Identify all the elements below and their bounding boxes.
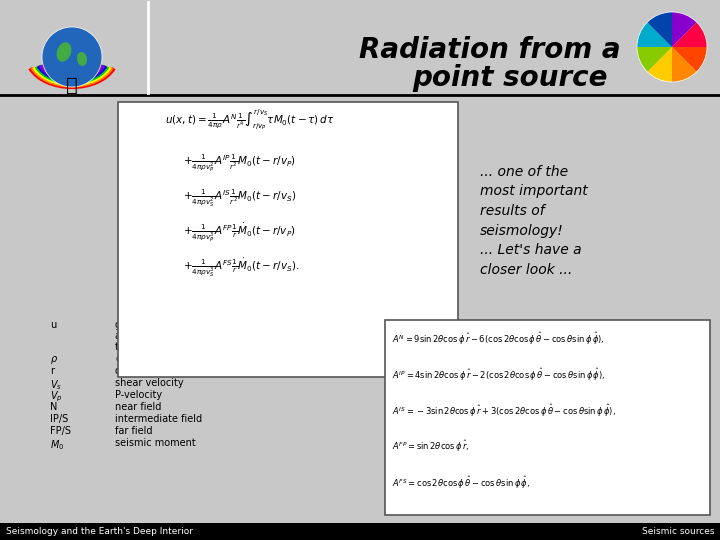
Wedge shape — [637, 22, 672, 47]
Text: Radiation from a: Radiation from a — [359, 36, 621, 64]
Wedge shape — [672, 22, 707, 47]
Text: $V_p$: $V_p$ — [50, 390, 63, 404]
Wedge shape — [672, 12, 697, 47]
Wedge shape — [637, 47, 672, 72]
Ellipse shape — [77, 52, 87, 66]
Text: N: N — [50, 402, 58, 412]
Text: ... one of the
most important
results of
seismology!
... Let's have a
closer loo: ... one of the most important results of… — [480, 165, 588, 276]
Wedge shape — [647, 12, 672, 47]
Text: $V_s$: $V_s$ — [50, 378, 62, 392]
Text: ground displacement as: ground displacement as — [115, 320, 233, 330]
Ellipse shape — [57, 42, 71, 62]
Text: P-velocity: P-velocity — [115, 390, 162, 400]
Text: distance from source: distance from source — [115, 366, 217, 376]
Text: $+ \frac{1}{4\pi\rho v_S^2} A^{IS} \frac{1}{r^2} M_0(t - r/v_S)$: $+ \frac{1}{4\pi\rho v_S^2} A^{IS} \frac… — [183, 187, 297, 209]
Text: Seismic sources: Seismic sources — [642, 527, 714, 536]
Text: IP/S: IP/S — [50, 414, 68, 424]
Wedge shape — [672, 47, 697, 82]
Circle shape — [42, 27, 102, 87]
Text: seismic moment: seismic moment — [115, 438, 196, 448]
Text: a function of space and: a function of space and — [115, 331, 230, 341]
Text: point source: point source — [413, 64, 608, 92]
Text: $M_0$: $M_0$ — [50, 438, 64, 452]
Text: r: r — [50, 366, 54, 376]
Text: $\rho$: $\rho$ — [50, 354, 58, 366]
Text: $+ \frac{1}{4\pi\rho v_P^3} A^{FP} \frac{1}{r} \dot{M}_0(t - r/v_P)$: $+ \frac{1}{4\pi\rho v_P^3} A^{FP} \frac… — [183, 222, 296, 244]
FancyBboxPatch shape — [118, 102, 458, 377]
Text: $A^N = 9\sin 2\theta\cos\phi\,\hat{r} - 6(\cos 2\theta\cos\phi\,\hat{\theta} - \: $A^N = 9\sin 2\theta\cos\phi\,\hat{r} - … — [392, 330, 605, 347]
Wedge shape — [672, 47, 707, 72]
Text: $u(x,t) = \frac{1}{4\pi\rho} A^N \frac{1}{r^4} \int_{r/v_P}^{r/v_S} \tau M_0(t-\: $u(x,t) = \frac{1}{4\pi\rho} A^N \frac{1… — [165, 107, 335, 132]
Text: $+ \frac{1}{4\pi\rho v_P^2} A^{IP} \frac{1}{r^2} M_0(t - r/v_P)$: $+ \frac{1}{4\pi\rho v_P^2} A^{IP} \frac… — [183, 152, 296, 174]
Text: u: u — [50, 320, 56, 330]
Text: intermediate field: intermediate field — [115, 414, 202, 424]
Text: $+ \frac{1}{4\pi\rho v_S^3} A^{FS} \frac{1}{r} \dot{M}_0(t - r/v_S).$: $+ \frac{1}{4\pi\rho v_S^3} A^{FS} \frac… — [183, 256, 300, 279]
Text: near field: near field — [115, 402, 161, 412]
Text: shear velocity: shear velocity — [115, 378, 184, 388]
Text: $A^{IS} = -3\sin 2\theta\cos\phi\,\hat{r} + 3(\cos 2\theta\cos\phi\,\hat{\theta}: $A^{IS} = -3\sin 2\theta\cos\phi\,\hat{r… — [392, 402, 616, 418]
Text: Seismology and the Earth's Deep Interior: Seismology and the Earth's Deep Interior — [6, 527, 193, 536]
Text: $A^{FS} = \cos 2\theta\cos\phi\,\hat{\theta} - \cos\theta\sin\phi\,\hat{\phi},$: $A^{FS} = \cos 2\theta\cos\phi\,\hat{\th… — [392, 474, 530, 490]
Bar — [0, 523, 720, 540]
Text: 🏔: 🏔 — [66, 76, 78, 94]
Text: FP/S: FP/S — [50, 426, 71, 436]
Text: $A^{IP} = 4\sin 2\theta\cos\phi\,\hat{r} - 2(\cos 2\theta\cos\phi\,\hat{\theta} : $A^{IP} = 4\sin 2\theta\cos\phi\,\hat{r}… — [392, 366, 606, 382]
Text: $A^{FP} = \sin 2\theta\cos\phi\,\hat{r},$: $A^{FP} = \sin 2\theta\cos\phi\,\hat{r},… — [392, 438, 469, 454]
Text: far field: far field — [115, 426, 153, 436]
Text: time: time — [115, 342, 137, 352]
Wedge shape — [647, 47, 672, 82]
FancyBboxPatch shape — [385, 320, 710, 515]
Text: density: density — [115, 354, 151, 364]
